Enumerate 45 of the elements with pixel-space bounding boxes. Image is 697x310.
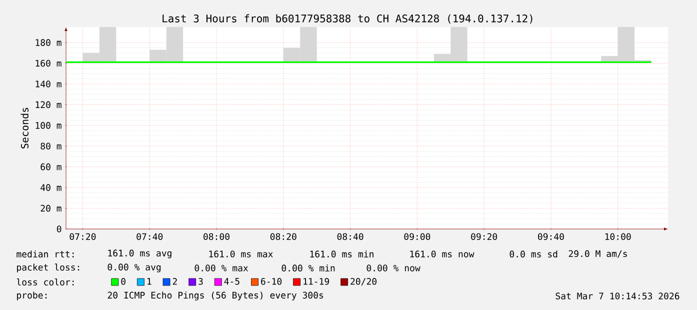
text: packet loss: bbox=[17, 264, 80, 272]
y-axis-title: Seconds bbox=[20, 108, 29, 148]
legend-label: 6-10 bbox=[261, 278, 282, 285]
legend-label: 1 bbox=[147, 278, 152, 285]
x-tick-label: 08:00 bbox=[204, 233, 230, 240]
x-tick-label: 09:40 bbox=[538, 233, 564, 240]
text: 20 ICMP Echo Pings (56 Bytes) every 300s bbox=[108, 292, 324, 300]
legend-label: 0 bbox=[121, 278, 126, 285]
x-tick-label: 08:40 bbox=[337, 233, 364, 240]
y-tick-label: 40 m bbox=[40, 184, 62, 191]
y-tick-label: 100 m bbox=[36, 122, 62, 129]
y-tick-label: 160 m bbox=[36, 60, 62, 67]
text: 161.0 ms now bbox=[410, 250, 474, 258]
legend-label: 3 bbox=[198, 278, 203, 285]
text: probe: bbox=[17, 292, 47, 300]
text: Sat Mar 7 10:14:53 2026 bbox=[556, 292, 680, 300]
text: 161.0 ms max bbox=[209, 250, 273, 258]
text: 0.00 % min bbox=[282, 264, 335, 272]
x-tick-label: 08:20 bbox=[270, 233, 296, 240]
x-tick-label: 07:40 bbox=[136, 233, 163, 240]
legend-label: 11-19 bbox=[304, 278, 329, 285]
x-tick-label: 09:20 bbox=[471, 233, 498, 240]
y-tick-label: 0 bbox=[56, 226, 62, 232]
text: 0.00 % max bbox=[194, 264, 248, 272]
text: 0.00 % now bbox=[366, 264, 420, 272]
x-tick-label: 09:00 bbox=[404, 233, 430, 240]
text: 161.0 ms min bbox=[310, 250, 374, 258]
legend-label: 20/20 bbox=[350, 278, 376, 286]
text: 161.0 ms avg bbox=[108, 250, 172, 258]
y-tick-label: 180 m bbox=[36, 39, 62, 46]
y-tick-label: 80 m bbox=[40, 142, 62, 150]
x-tick-label: 07:20 bbox=[70, 233, 96, 240]
legend-label: 4-5 bbox=[224, 278, 240, 285]
text: 29.0 M am/s bbox=[568, 250, 627, 258]
legend-label: 2 bbox=[172, 278, 177, 285]
text: median rtt: bbox=[16, 250, 74, 258]
y-tick-label: 20 m bbox=[40, 204, 62, 212]
y-tick-label: 140 m bbox=[36, 80, 62, 88]
text: 0.00 % avg bbox=[108, 264, 161, 272]
y-tick-label: 60 m bbox=[40, 163, 62, 170]
text: 0.0 ms sd bbox=[510, 250, 558, 258]
y-tick-label: 120 m bbox=[36, 101, 62, 108]
chart-title: Last 3 Hours from b60177958388 to CH AS42128 (194.0.137.12) bbox=[162, 14, 532, 24]
legend-title: loss color: bbox=[16, 278, 74, 286]
x-tick-label: 10:00 bbox=[605, 233, 631, 240]
